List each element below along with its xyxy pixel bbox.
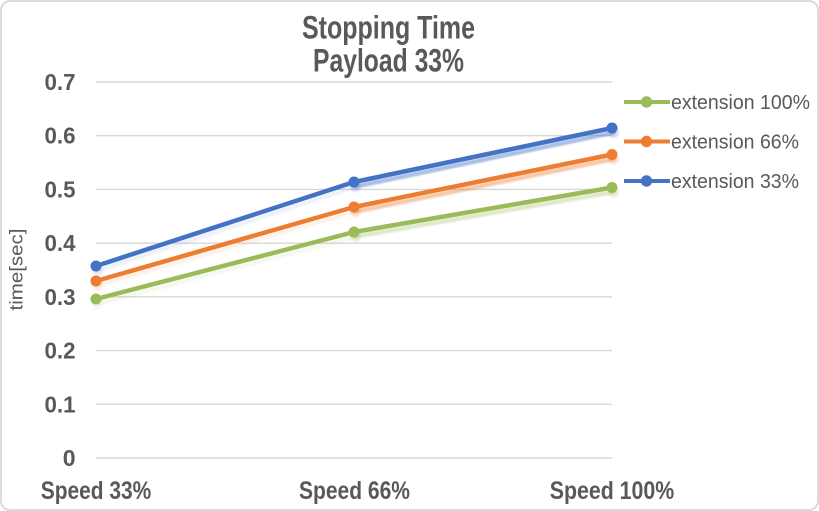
svg-text:extension 33%: extension 33% <box>671 171 799 193</box>
svg-text:0.2: 0.2 <box>45 338 76 364</box>
svg-text:Stopping Time: Stopping Time <box>302 9 475 45</box>
svg-text:0.4: 0.4 <box>45 230 76 256</box>
svg-text:Speed 100%: Speed 100% <box>550 477 675 505</box>
svg-text:0.6: 0.6 <box>45 123 76 149</box>
svg-text:extension 66%: extension 66% <box>671 132 799 154</box>
svg-text:Speed 66%: Speed 66% <box>299 477 410 505</box>
svg-text:0.5: 0.5 <box>45 176 76 202</box>
svg-text:Payload 33%: Payload 33% <box>313 43 464 79</box>
svg-text:0.1: 0.1 <box>45 391 76 417</box>
svg-text:Speed 33%: Speed 33% <box>41 477 152 505</box>
svg-text:extension 100%: extension 100% <box>671 92 810 114</box>
svg-text:0.3: 0.3 <box>45 284 76 310</box>
svg-text:0: 0 <box>63 445 76 471</box>
svg-text:time[sec]: time[sec] <box>7 229 27 311</box>
svg-text:0.7: 0.7 <box>45 69 76 95</box>
